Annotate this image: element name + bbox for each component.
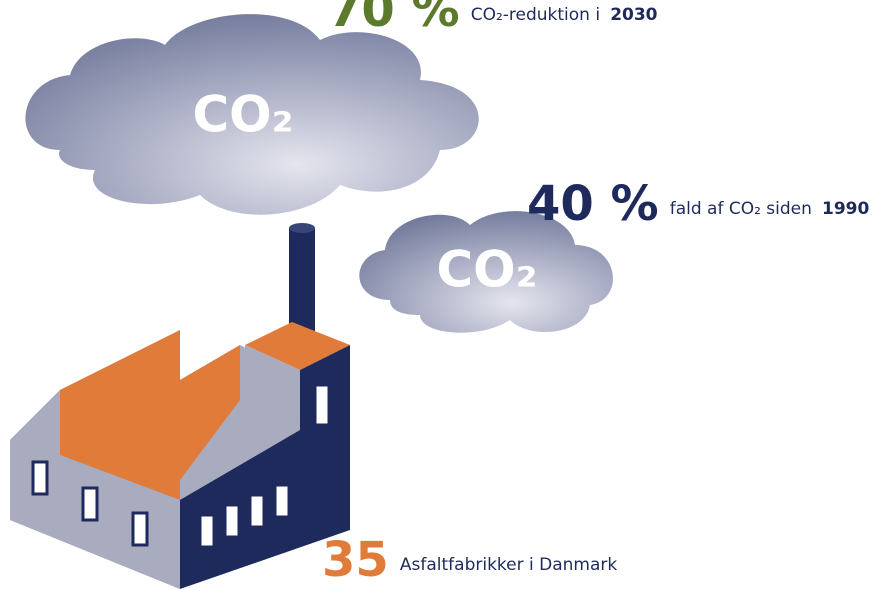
stat-number: 70 % xyxy=(328,0,460,38)
cloud-label: CO₂ xyxy=(436,241,537,299)
stat-number: 40 % xyxy=(527,176,659,232)
stat-number: 35 xyxy=(322,532,389,588)
stat-line: 70 % CO₂-reduktion i 2030 xyxy=(328,0,658,38)
stat-year: 1990 xyxy=(822,199,869,219)
stat-text: fald af CO₂ siden xyxy=(670,199,812,219)
stat-line: 40 % fald af CO₂ siden 1990 xyxy=(527,176,869,232)
stat-year: 2030 xyxy=(610,5,657,25)
factory xyxy=(10,223,350,589)
cloud-label: CO₂ xyxy=(192,86,293,144)
stat-text: CO₂-reduktion i xyxy=(471,5,600,25)
infographic: CO₂ CO₂ 70 % CO₂-reduktion i 2030 40 % f… xyxy=(0,0,880,589)
stat-text: Asfaltfabrikker i Danmark xyxy=(400,555,617,575)
stat-line: 35 Asfaltfabrikker i Danmark xyxy=(322,532,617,588)
